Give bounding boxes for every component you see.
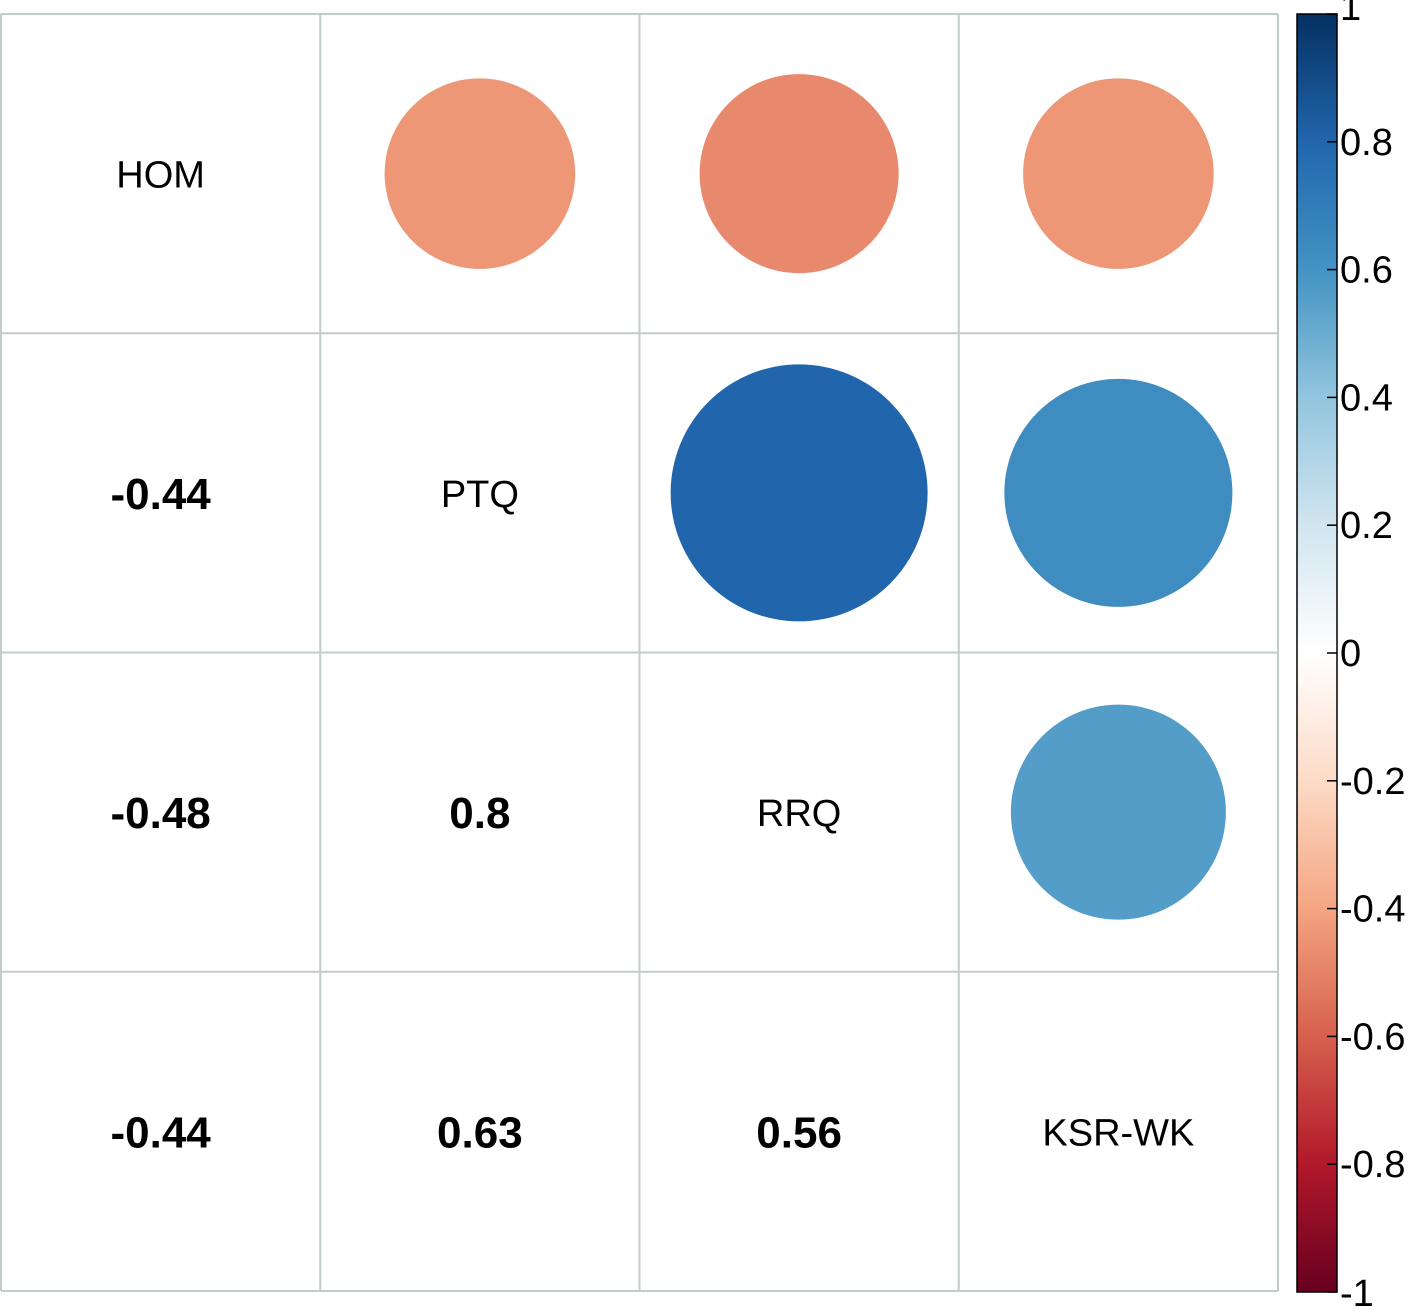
coefficient-label: 0.56 [756,1108,842,1157]
correlation-circle [1010,704,1226,920]
matrix-cells: HOM -0.44 PTQ -0.48 0.8 RRQ -0.44 0.63 0.56 KSR-W… [110,74,1233,1157]
correlation-circle [384,78,576,269]
colorbar-tick-label: 0.2 [1340,505,1393,547]
coefficient-label: 0.63 [437,1108,523,1157]
colorbar-tick-label: -0.4 [1340,889,1405,931]
variable-label-hom: HOM [116,155,205,197]
coefficient-label: -0.44 [110,1108,211,1157]
colorbar-tick-label: 1 [1340,0,1361,29]
colorbar-tick-label: -0.6 [1340,1016,1405,1058]
coefficient-label: 0.8 [449,789,510,838]
correlation-circle [1023,78,1214,269]
colorbar-tick-label: -1 [1340,1273,1374,1308]
correlation-circle [670,364,928,622]
correlation-circle [699,74,899,274]
matrix-grid [0,13,1279,1292]
colorbar-tick-label: -0.8 [1340,1144,1405,1186]
colorbar-tick-label: -0.2 [1340,761,1405,803]
colorbar-tick-label: 0.8 [1340,122,1393,164]
colorbar-tick-label: 0.6 [1340,250,1393,292]
colorbar: 1 0.8 0.6 0.4 0.2 0 -0.2 -0.4 -0.6 -0.8 -1 [1296,0,1405,1313]
coefficient-label: -0.48 [110,789,210,838]
coefficient-label: -0.44 [110,470,211,519]
variable-label-ptq: PTQ [441,474,519,516]
variable-label-ksr-wk: KSR-WK [1042,1112,1194,1154]
colorbar-tick-label: 0.4 [1340,377,1393,419]
variable-label-rrq: RRQ [757,793,841,835]
correlation-circle [1004,378,1233,607]
colorbar-tick-label: 0 [1340,633,1361,675]
